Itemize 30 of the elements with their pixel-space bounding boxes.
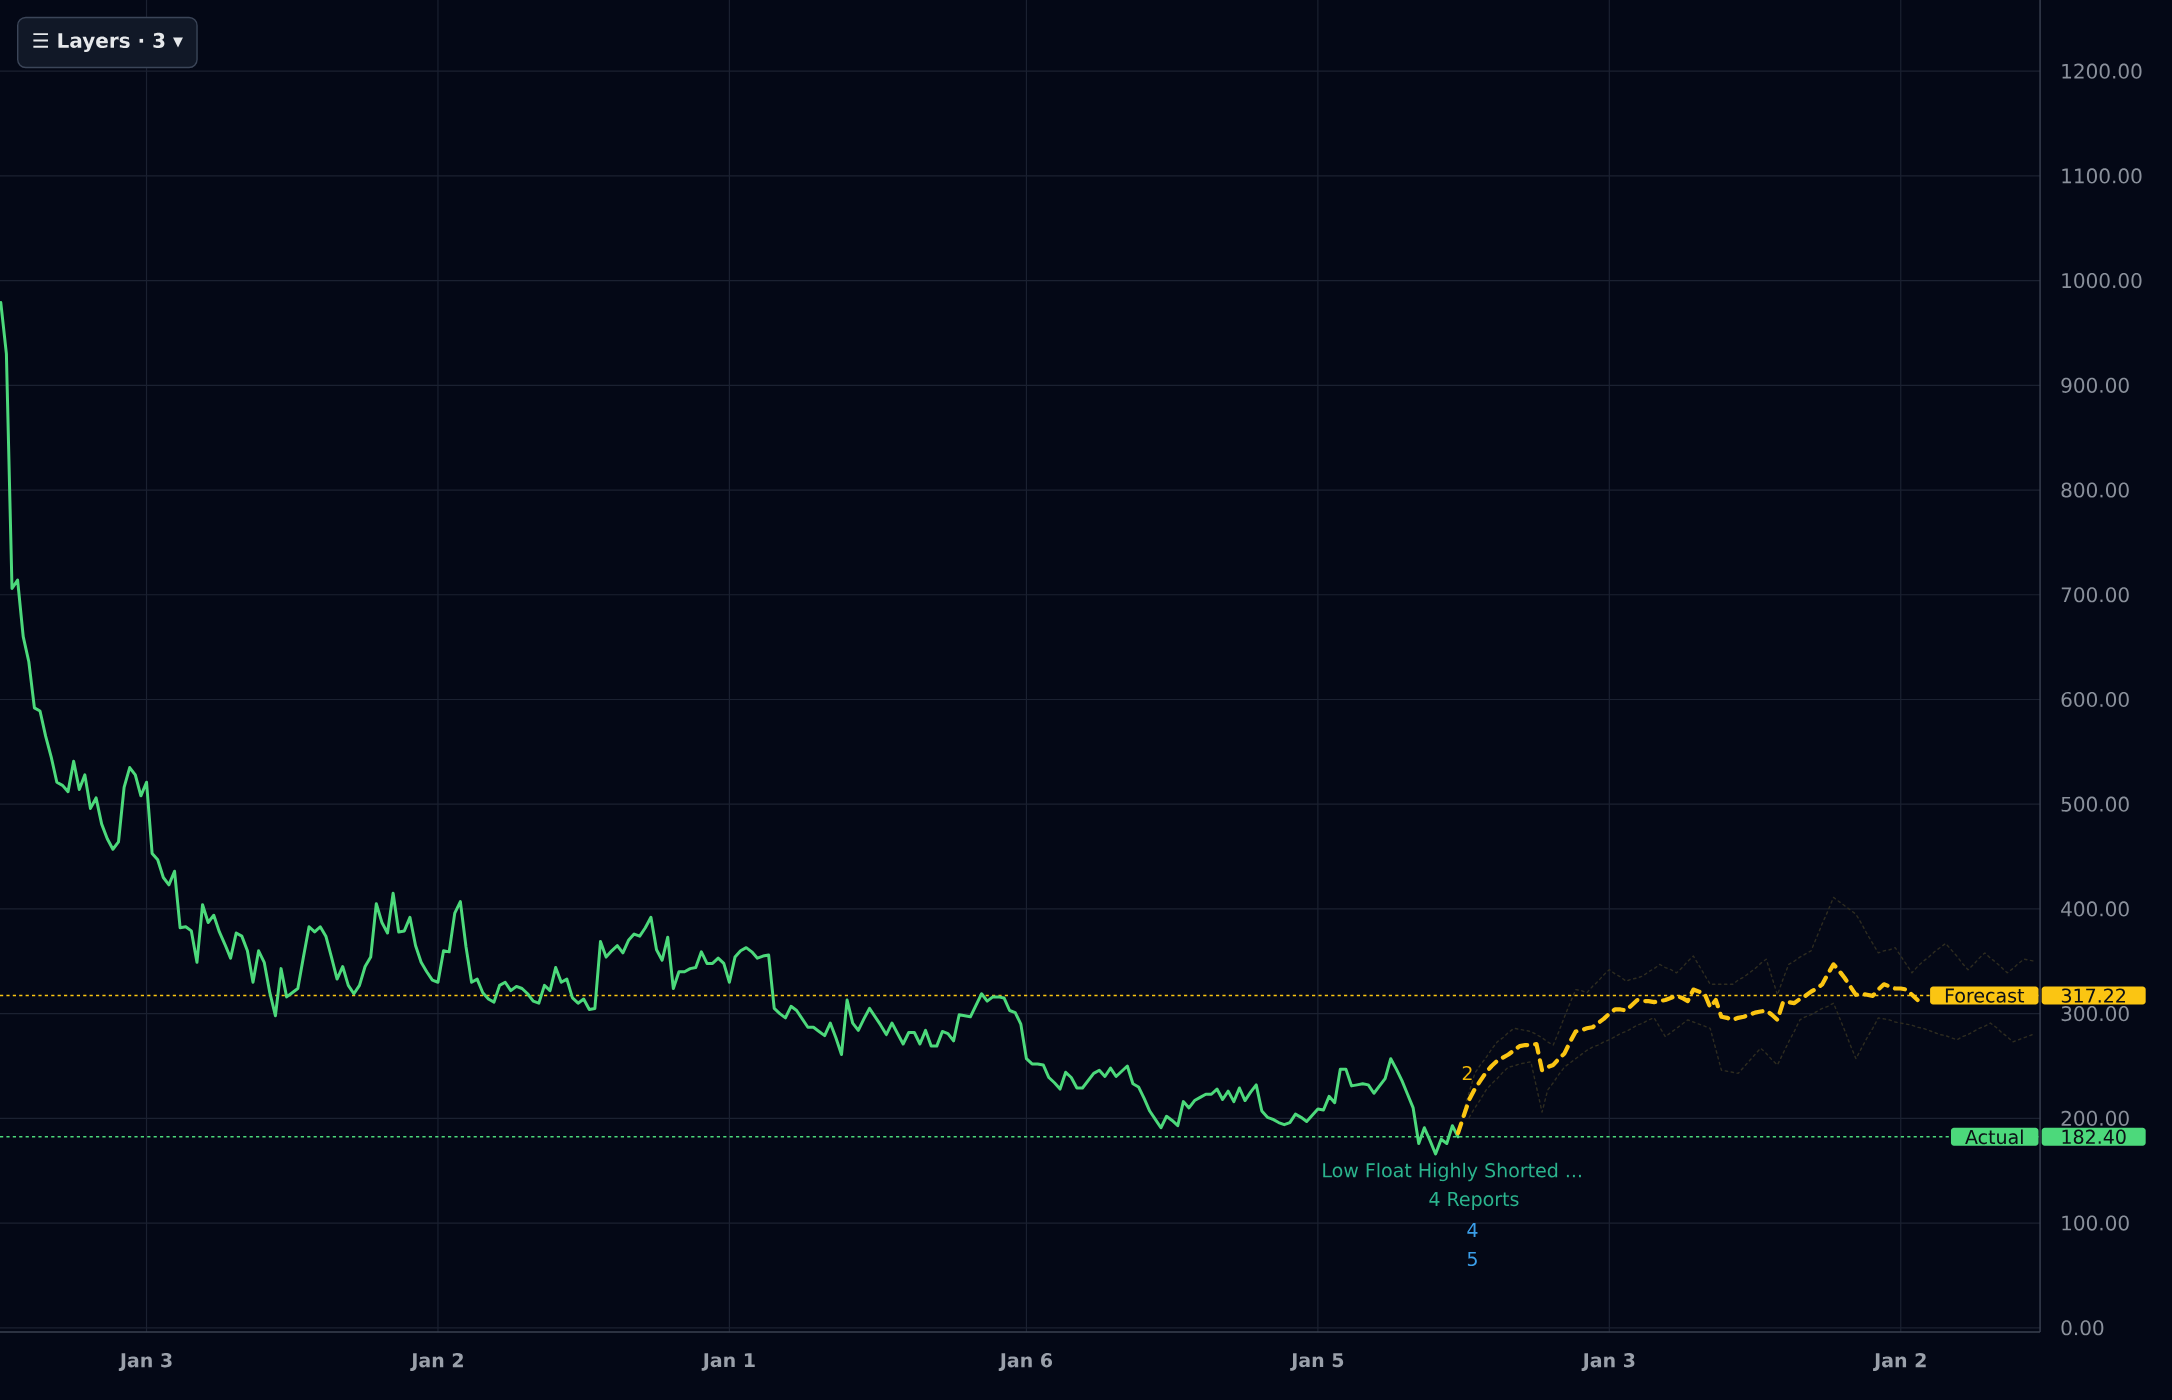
y-tick-label: 100.00	[2062, 1215, 2129, 1231]
x-tick-label: Jan 3	[1581, 1353, 1635, 1371]
text: Actual	[1965, 1129, 2023, 1145]
y-tick-label: 1000.00	[2062, 273, 2142, 289]
x-tick-label: Jan 3	[118, 1353, 172, 1371]
series-label: Forecast	[1945, 988, 2025, 1003]
y-tick-label: 900.00	[2061, 377, 2129, 393]
ref-line-label: 317.22	[2061, 988, 2126, 1003]
x-tick-label: Jan 6	[998, 1353, 1053, 1371]
y-tick-label: 400.00	[2061, 901, 2129, 917]
x-tick-label: Jan 2	[410, 1353, 463, 1371]
y-tick-label: 1100.00	[2062, 168, 2142, 184]
annotation: 2	[1462, 1065, 1472, 1081]
annotation: ☰ Layers · 3 ▾	[33, 32, 183, 53]
y-tick-label: 500.00	[2061, 796, 2129, 812]
ref-line-label: 182.40	[2062, 1129, 2126, 1144]
y-tick-label: 0.00	[2061, 1320, 2104, 1336]
annotation: Low Float Highly Shorted ...	[1323, 1162, 1581, 1182]
x-tick-label: Jan 1	[701, 1353, 755, 1371]
annotation: 5	[1467, 1251, 1477, 1267]
y-tick-label: 800.00	[2061, 482, 2129, 498]
y-tick-label: 600.00	[2061, 691, 2129, 708]
annotation: 4 Reports	[1429, 1192, 1519, 1210]
x-tick-label: Jan 2	[1873, 1353, 1926, 1371]
y-tick-label: 700.00	[2061, 587, 2129, 603]
y-tick-label: 300.00	[2061, 1006, 2129, 1022]
x-tick-label: Jan 5	[1290, 1353, 1344, 1371]
annotation: 4	[1467, 1223, 1478, 1237]
y-tick-label: 200.00	[2061, 1110, 2129, 1126]
y-tick-label: 1200.00	[2062, 63, 2142, 79]
